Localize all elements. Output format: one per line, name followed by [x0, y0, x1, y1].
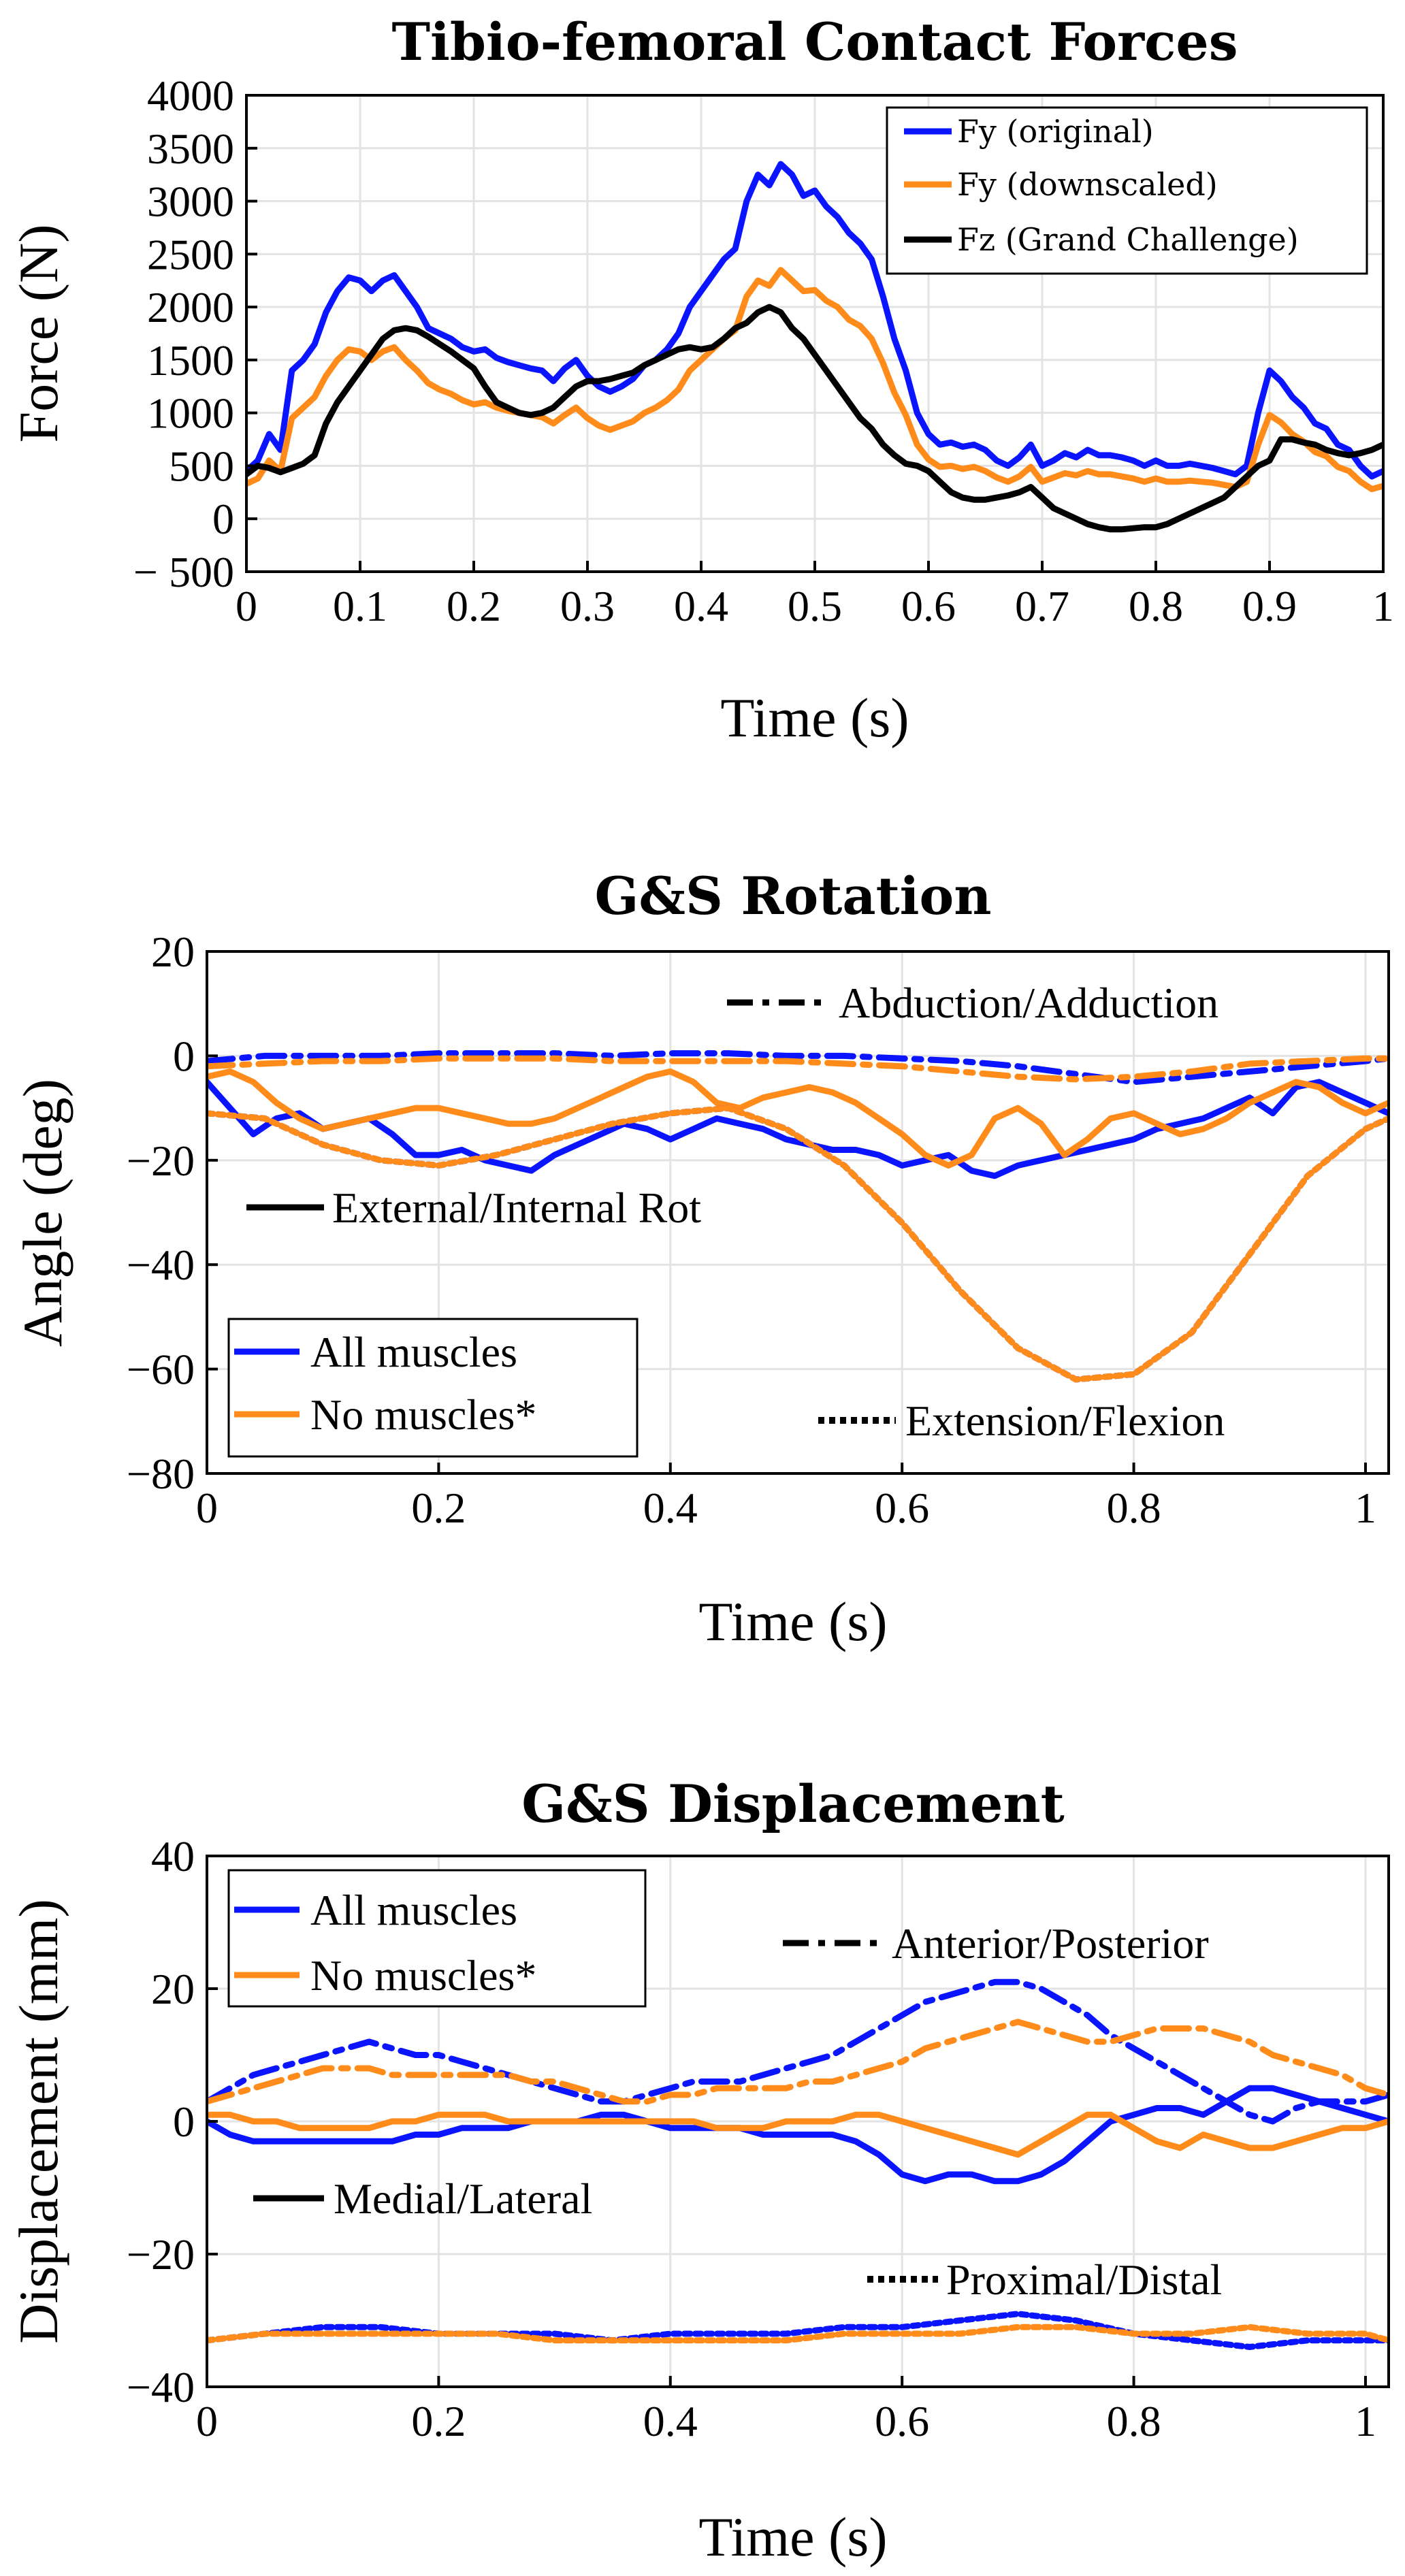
- x-tick-label: 0.4: [643, 1484, 698, 1532]
- legend: Fy (original) Fy (downscaled) Fz (Grand …: [886, 106, 1368, 275]
- legend-label-all-muscles: All muscles: [310, 1886, 517, 1934]
- x-tick-label: 0.6: [875, 1484, 929, 1532]
- x-tick-label: 0: [236, 582, 257, 630]
- x-tick-label: 0.8: [1129, 582, 1183, 630]
- x-tick-label: 0.6: [901, 582, 956, 630]
- series-line-no-muscles-anterior-posterior: [207, 2019, 1389, 2105]
- x-tick-label: 1: [1355, 1484, 1376, 1532]
- series-line-no-muscles-abduction-adduction: [207, 1055, 1389, 1083]
- panel-contact-forces: 0 0.1 0.2 0.3 0.4 0.5 0.6 0.7 0.8 0.9 1− 500050010…: [7, 12, 1394, 749]
- x-tick-label: 0.7: [1015, 582, 1069, 630]
- panel-rotation: 0 0.2 0.4 0.6 0.8 1 −80 −60 −40 −20 0 20 G&S Rotati…: [12, 866, 1390, 1652]
- panel-displacement: 0 0.2 0.4 0.6 0.8 1 −40 −20 0 20 40 G&S Displaceme…: [7, 1774, 1390, 2568]
- y-tick-label: 20: [151, 1965, 195, 2013]
- y-tick-label: 4000: [147, 71, 234, 120]
- legend-label-all-muscles: All muscles: [310, 1328, 517, 1376]
- x-tick-label: 1: [1372, 582, 1394, 630]
- y-axis-label: Angle (deg): [12, 1079, 74, 1347]
- x-tick-label: 0.5: [788, 582, 842, 630]
- y-tick-label: 0: [212, 495, 234, 543]
- y-tick-label: 0: [173, 1032, 195, 1080]
- x-axis-label: Time (s): [720, 687, 909, 749]
- legend-label-fy-downscaled: Fy (downscaled): [957, 166, 1218, 203]
- y-tick-label: 0: [173, 2098, 195, 2146]
- x-tick-label: 0: [196, 1484, 218, 1532]
- series-line-no-muscles-medial-lateral: [207, 2111, 1389, 2158]
- x-tick-label: 0.2: [447, 582, 501, 630]
- series-line-all-muscles-external-internal-rot: [207, 1079, 1389, 1179]
- y-tick-label: 20: [151, 928, 195, 976]
- x-tick-label: 0.4: [643, 2397, 698, 2445]
- legend-label-fz-grand-challenge: Fz (Grand Challenge): [957, 221, 1299, 258]
- annotation-anterior-posterior: Anterior/Posterior: [892, 1919, 1209, 1968]
- annotation-abduction-adduction: Abduction/Adduction: [839, 979, 1218, 1027]
- x-tick-label: 0.1: [333, 582, 387, 630]
- series-line-fy-downscaled: [246, 267, 1383, 493]
- legend-box: [227, 1869, 647, 2008]
- x-tick-label: 0.9: [1242, 582, 1297, 630]
- y-tick-label: −80: [127, 1450, 195, 1498]
- x-tick-label: 0.3: [560, 582, 615, 630]
- series-line-all-muscles-anterior-posterior: [207, 1978, 1389, 2125]
- y-tick-label: 1500: [147, 336, 234, 385]
- legend-label-no-muscles: No muscles*: [310, 1390, 536, 1439]
- axes-frame: [206, 950, 1390, 1475]
- legend-box: [886, 106, 1368, 275]
- x-tick-label: 0.6: [875, 2397, 929, 2445]
- series-line-all-muscles-medial-lateral: [207, 2085, 1389, 2185]
- y-tick-label: −60: [127, 1346, 195, 1394]
- x-tick-label: 0.2: [411, 2397, 466, 2445]
- annotation-medial-lateral: Medial/Lateral: [334, 2174, 592, 2223]
- legend-label-fy-original: Fy (original): [957, 113, 1154, 150]
- x-tick-label: 0.4: [674, 582, 728, 630]
- legend: All muscles No muscles*: [227, 1869, 647, 2008]
- series-line-no-muscles-proximal-distal: [207, 2324, 1389, 2344]
- y-tick-label: −40: [127, 1241, 195, 1289]
- y-tick-label: 40: [151, 1832, 195, 1880]
- y-tick-label: 500: [169, 442, 234, 490]
- x-tick-label: 0.2: [411, 1484, 466, 1532]
- series-line-all-muscles-proximal-distal: [207, 2311, 1389, 2350]
- x-axis-label: Time (s): [698, 1591, 887, 1652]
- x-tick-label: 0: [196, 2397, 218, 2445]
- y-tick-label: −40: [127, 2363, 195, 2411]
- y-tick-label: 3500: [147, 125, 234, 173]
- y-tick-label: 3000: [147, 178, 234, 226]
- x-tick-label: 1: [1355, 2397, 1376, 2445]
- y-tick-label: 1000: [147, 389, 234, 438]
- legend: All muscles No muscles*: [227, 1318, 639, 1458]
- series-line-no-muscles-external-internal-rot: [207, 1068, 1389, 1169]
- legend-box: [227, 1318, 639, 1458]
- series-line-fz-grand-challenge: [246, 304, 1383, 533]
- y-axis-label: Displacement (mm): [7, 1899, 69, 2344]
- y-tick-label: 2500: [147, 230, 234, 278]
- series-line-fy-original: [246, 161, 1383, 480]
- annotation-proximal-distal: Proximal/Distal: [946, 2255, 1222, 2304]
- annotation-external-internal-rot: External/Internal Rot: [332, 1184, 701, 1232]
- series-line-no-muscles-extension-flexion: [207, 1105, 1389, 1383]
- annotation-extension-flexion: Extension/Flexion: [905, 1397, 1225, 1445]
- y-tick-label: − 500: [133, 548, 234, 596]
- y-tick-label: −20: [127, 2230, 195, 2279]
- y-tick-label: 2000: [147, 283, 234, 331]
- chart-title: G&S Rotation: [595, 866, 992, 926]
- y-axis-label: Force (N): [7, 224, 69, 442]
- x-axis-label: Time (s): [698, 2506, 887, 2568]
- chart-title: G&S Displacement: [521, 1774, 1064, 1834]
- x-tick-label: 0.8: [1107, 1484, 1161, 1532]
- x-tick-label: 0.8: [1107, 2397, 1161, 2445]
- legend-label-no-muscles: No muscles*: [310, 1951, 536, 2000]
- chart-title: Tibio-femoral Contact Forces: [391, 12, 1238, 72]
- y-tick-label: −20: [127, 1137, 195, 1185]
- series-line-all-muscles-abduction-adduction: [207, 1050, 1389, 1086]
